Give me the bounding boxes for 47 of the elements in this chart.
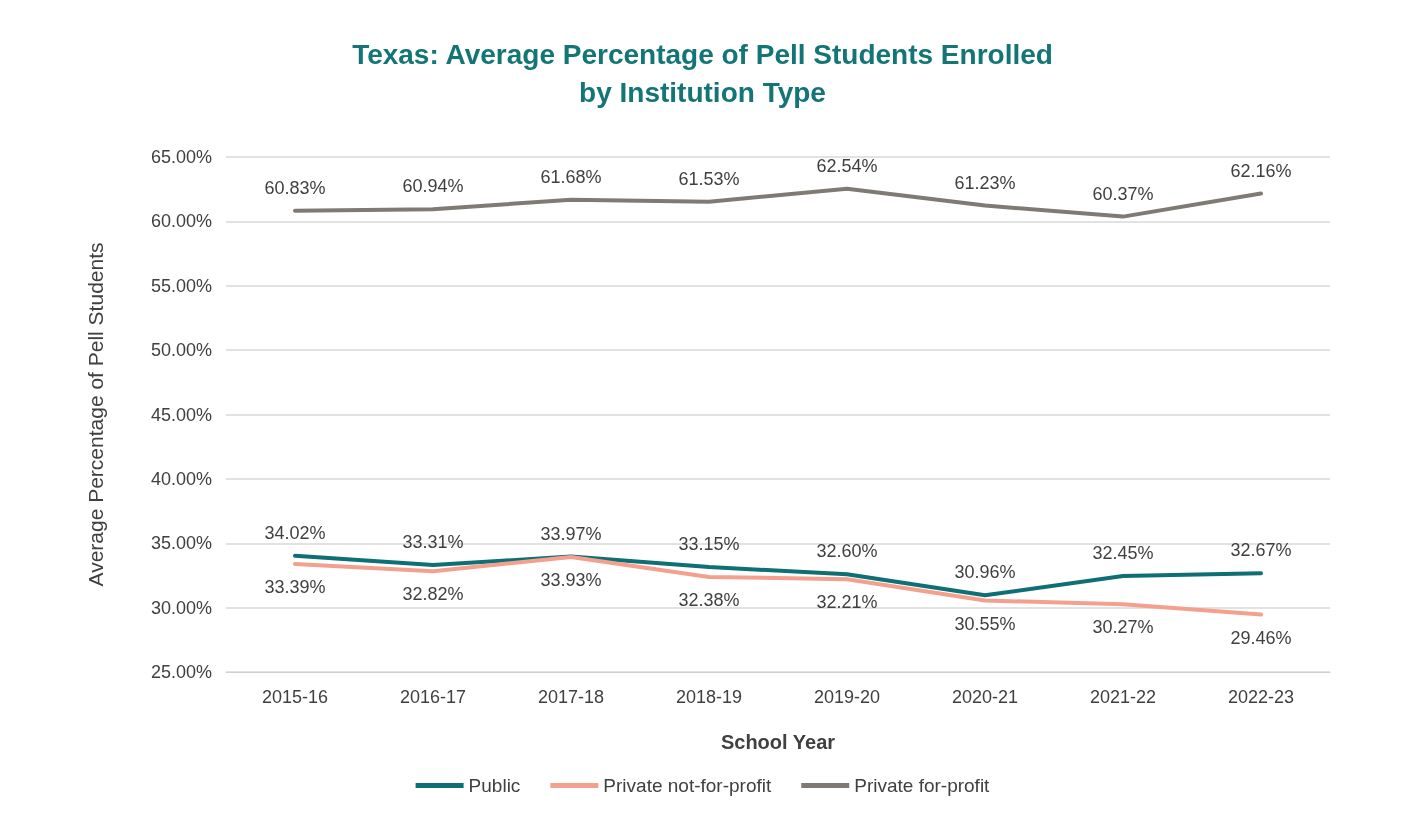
chart-title: Texas: Average Percentage of Pell Students Enrolled by Institution Type [352,38,1053,108]
legend-label: Public [468,775,521,796]
x-tick-label: 2015-16 [261,687,329,707]
data-label: 32.45% [1092,543,1154,564]
y-tick-label: 30.00% [150,597,212,618]
x-tick-label: 2016-17 [399,687,467,707]
legend-label: Private not-for-profit [603,775,772,796]
data-label: 62.16% [1230,160,1292,181]
data-label: 32.38% [678,589,740,610]
data-label: 32.60% [816,541,878,562]
data-label: 61.53% [678,168,740,189]
y-axis-title: Average Percentage of Pell Students [84,242,107,587]
y-tick-label: 40.00% [150,468,212,489]
y-tick-label: 55.00% [150,275,212,296]
y-tick-label: 25.00% [150,662,212,682]
data-label: 30.55% [954,613,1016,634]
y-tick-label: 50.00% [150,340,212,361]
y-tick-label: 35.00% [150,533,212,554]
data-label: 60.37% [1092,183,1154,204]
data-label: 30.96% [954,562,1016,583]
data-label: 29.46% [1230,627,1292,648]
data-label: 61.68% [540,166,602,187]
data-label: 33.15% [678,534,740,555]
data-label: 60.83% [264,177,326,198]
data-label: 33.31% [402,532,464,553]
x-tick-label: 2018-19 [675,687,743,707]
data-label: 61.23% [954,172,1016,193]
data-label: 32.21% [816,592,878,613]
data-label: 33.97% [540,523,602,544]
x-tick-label: 2017-18 [537,687,605,707]
y-tick-label: 60.00% [150,211,212,232]
x-tick-label: 2022-23 [1227,687,1295,707]
data-label: 60.94% [402,176,464,197]
data-label: 33.93% [540,570,602,591]
data-label: 34.02% [264,522,326,543]
x-tick-label: 2020-21 [951,687,1019,707]
y-tick-label: 65.00% [150,147,212,167]
data-label: 33.39% [264,576,326,597]
data-label: 30.27% [1092,617,1154,638]
x-axis-title: School Year [720,731,836,753]
x-tick-label: 2019-20 [813,687,881,707]
y-tick-label: 45.00% [150,404,212,425]
x-tick-label: 2021-22 [1089,687,1157,707]
data-label: 62.54% [816,155,878,176]
data-label: 32.82% [402,584,464,605]
legend-label: Private for-profit [854,775,991,796]
data-label: 32.67% [1230,540,1292,561]
